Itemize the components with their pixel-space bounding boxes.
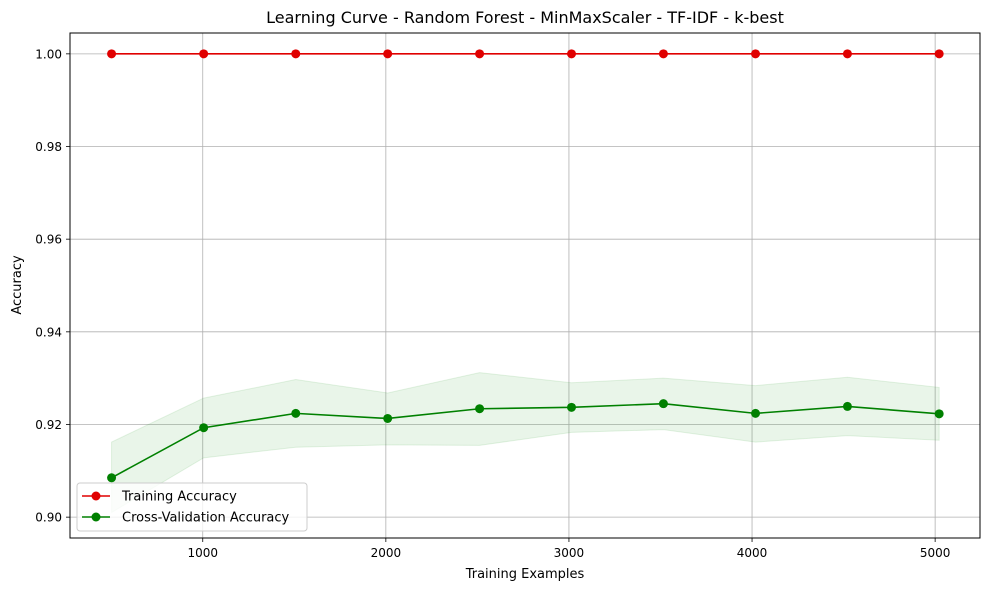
legend-box xyxy=(76,482,308,532)
series-0-point xyxy=(934,49,944,59)
chart-title: Learning Curve - Random Forest - MinMaxS… xyxy=(266,8,784,27)
y-tick-label: 0.98 xyxy=(35,140,62,154)
series-0-point xyxy=(751,49,761,59)
legend-cv-label: Cross-Validation Accuracy xyxy=(122,511,290,526)
series-0-point xyxy=(199,49,209,59)
series-1-point xyxy=(475,404,485,414)
x-axis-label: Training Examples xyxy=(465,567,585,582)
y-axis-label: Accuracy xyxy=(10,255,25,315)
x-tick-label: 5000 xyxy=(920,546,951,560)
series-1-point xyxy=(658,399,668,409)
y-tick-label: 0.96 xyxy=(35,233,62,247)
plot-frame xyxy=(69,32,981,539)
series-0-point xyxy=(107,49,117,59)
y-tick-label: 0.90 xyxy=(35,511,62,525)
series-1-point xyxy=(199,423,209,433)
series-line-1 xyxy=(111,402,940,479)
legend-cv-marker xyxy=(91,512,101,522)
y-tick-label: 1.00 xyxy=(35,47,62,61)
series-1-point xyxy=(934,409,944,419)
x-tick-label: 4000 xyxy=(737,546,768,560)
y-tick-label: 0.92 xyxy=(35,418,62,432)
series-1-point xyxy=(751,408,761,418)
legend-training-marker xyxy=(91,491,101,501)
series-0-point xyxy=(658,49,668,59)
series-1-point xyxy=(842,401,852,411)
series-0-point xyxy=(567,49,577,59)
series-0-point xyxy=(383,49,393,59)
x-tick-label: 1000 xyxy=(187,546,218,560)
series-1-point xyxy=(383,413,393,423)
plot-area xyxy=(70,33,980,538)
x-tick-label: 3000 xyxy=(554,546,585,560)
y-tick-label: 0.94 xyxy=(35,325,62,339)
legend-training-label: Training Accuracy xyxy=(121,490,237,505)
series-0-point xyxy=(842,49,852,59)
series-0-point xyxy=(291,49,301,59)
series-0-point xyxy=(475,49,485,59)
x-tick-label: 2000 xyxy=(371,546,402,560)
cv-accuracy-band xyxy=(111,372,940,514)
series-1-point xyxy=(567,402,577,412)
series-1-point xyxy=(107,473,117,483)
axis-ticks: 1000 2000 3000 4000 5000 0.90 0.92 0.94 0.96 0.98… xyxy=(35,47,950,560)
confidence-band xyxy=(111,372,940,514)
series-lines xyxy=(107,49,944,483)
series-1-point xyxy=(291,408,301,418)
legend: Training Accuracy Cross-Validation Accur… xyxy=(76,482,308,532)
